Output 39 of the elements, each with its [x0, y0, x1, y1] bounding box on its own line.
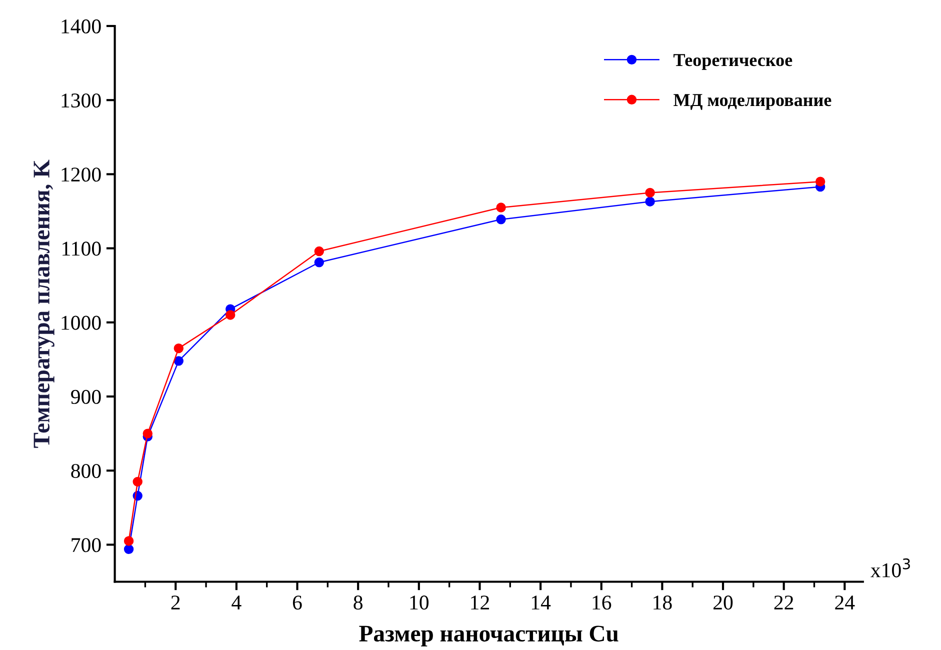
point [645, 196, 655, 206]
x-tick-label: 24 [835, 596, 855, 610]
x-tick-label: 6 [292, 596, 302, 610]
text: x10$^{3}$ [870, 558, 910, 578]
point [314, 246, 324, 256]
point [174, 343, 184, 354]
x-tick-label: 12 [471, 596, 489, 610]
x-tick-label: 8 [354, 596, 362, 610]
point [132, 476, 142, 487]
legend-label: Теоретическое [674, 54, 792, 70]
y-tick-label: 1300 [62, 93, 101, 108]
y-tick-label: 1100 [62, 242, 101, 256]
y-axis-title: Температура плавления, K [34, 160, 54, 448]
x-tick-label: 16 [592, 596, 612, 610]
x-tick-label: 14 [532, 596, 551, 610]
x-tick-label: 20 [714, 596, 733, 610]
point [174, 356, 184, 366]
point [142, 428, 153, 438]
point [226, 310, 236, 320]
y-tick-label: 1000 [62, 316, 101, 330]
x-tick-label: 18 [654, 596, 672, 610]
point [496, 214, 506, 224]
x-tick-label: 22 [774, 596, 794, 610]
point [496, 202, 506, 212]
y-tick-label: 1200 [62, 168, 101, 182]
point [815, 176, 826, 186]
x-tick-label: 2 [171, 596, 180, 610]
y-tick-label: 900 [71, 390, 101, 404]
point [314, 258, 324, 268]
y-tick-label: 1400 [62, 19, 101, 34]
legend-label: МД моделирование [674, 94, 832, 110]
x-tick-label: 4 [232, 596, 242, 610]
point [645, 188, 655, 198]
point [124, 536, 134, 546]
y-tick-label: 700 [72, 538, 101, 552]
y-tick-label: 800 [71, 464, 101, 478]
x-axis-title: Размер наночастицы Cu [359, 626, 618, 646]
x-tick-label: 10 [410, 596, 429, 610]
point [124, 544, 134, 554]
